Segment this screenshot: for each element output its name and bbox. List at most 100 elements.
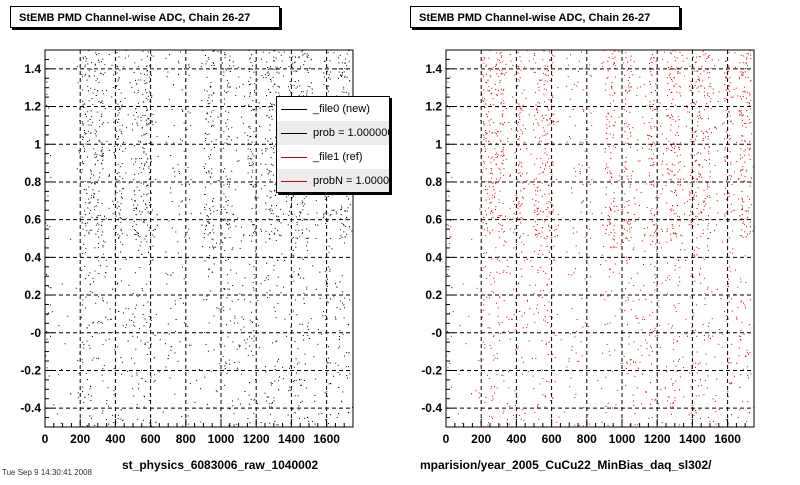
data-point [272, 342, 273, 343]
data-point [148, 193, 149, 194]
data-point [302, 324, 303, 325]
data-point [614, 110, 615, 111]
data-point [501, 163, 502, 164]
data-point [96, 131, 97, 132]
data-point [181, 416, 182, 417]
data-point [205, 194, 206, 195]
data-point [703, 220, 704, 221]
data-point [705, 304, 706, 305]
data-point [318, 414, 319, 415]
data-point [269, 172, 270, 173]
data-point [111, 97, 112, 98]
data-point [522, 374, 523, 375]
data-point [750, 226, 751, 227]
data-point [545, 164, 546, 165]
data-point [678, 260, 679, 261]
data-point [243, 123, 244, 124]
data-point [216, 243, 217, 244]
data-point [606, 187, 607, 188]
data-point [349, 299, 350, 300]
data-point [208, 59, 209, 60]
data-point [675, 233, 676, 234]
data-point [627, 201, 628, 202]
data-point [625, 91, 626, 92]
data-point [489, 416, 490, 417]
data-point [83, 125, 84, 126]
data-point [140, 245, 141, 246]
data-point [742, 73, 743, 74]
data-point [679, 93, 680, 94]
data-point [102, 232, 103, 233]
data-point [751, 204, 752, 205]
data-point [325, 392, 326, 393]
data-point [707, 184, 708, 185]
data-point [143, 305, 144, 306]
data-point [341, 401, 342, 402]
data-point [239, 86, 240, 87]
data-point [265, 148, 266, 149]
data-point [477, 288, 478, 289]
data-point [340, 301, 341, 302]
data-point [283, 76, 284, 77]
data-point [91, 396, 92, 397]
data-point [609, 180, 610, 181]
data-point [740, 374, 741, 375]
data-point [538, 312, 539, 313]
data-point [492, 157, 493, 158]
data-point [628, 124, 629, 125]
data-point [344, 298, 345, 299]
data-point [83, 57, 84, 58]
data-point [741, 191, 742, 192]
data-point [695, 85, 696, 86]
data-point [485, 82, 486, 83]
data-point [713, 93, 714, 94]
data-point [558, 121, 559, 122]
data-point [726, 180, 727, 181]
data-point [234, 426, 235, 427]
data-point [102, 410, 103, 411]
data-point [651, 165, 652, 166]
data-point [703, 394, 704, 395]
data-point [669, 89, 670, 90]
data-point [614, 92, 615, 93]
data-point [493, 336, 494, 337]
data-point [262, 153, 263, 154]
data-point [119, 236, 120, 237]
data-point [178, 74, 179, 75]
data-point [169, 221, 170, 222]
data-point [484, 146, 485, 147]
data-point [152, 122, 153, 123]
data-point [274, 60, 275, 61]
x-tick-label: 600 [141, 432, 161, 446]
data-point [301, 385, 302, 386]
data-point [712, 59, 713, 60]
data-point [102, 381, 103, 382]
data-point [733, 194, 734, 195]
data-point [278, 359, 279, 360]
data-point [249, 165, 250, 166]
data-point [538, 213, 539, 214]
data-point [745, 123, 746, 124]
data-point [99, 177, 100, 178]
data-point [87, 141, 88, 142]
data-point [517, 197, 518, 198]
data-point [537, 234, 538, 235]
data-point [266, 115, 267, 116]
data-point [628, 87, 629, 88]
data-point [120, 217, 121, 218]
data-point [228, 229, 229, 230]
data-point [543, 320, 544, 321]
data-point [703, 140, 704, 141]
data-point [651, 149, 652, 150]
data-point [746, 171, 747, 172]
data-point [286, 201, 287, 202]
data-point [174, 125, 175, 126]
data-point [253, 290, 254, 291]
data-point [122, 244, 123, 245]
data-point [251, 110, 252, 111]
data-point [501, 94, 502, 95]
data-point [277, 230, 278, 231]
data-point [675, 265, 676, 266]
data-point [46, 94, 47, 95]
data-point [517, 348, 518, 349]
